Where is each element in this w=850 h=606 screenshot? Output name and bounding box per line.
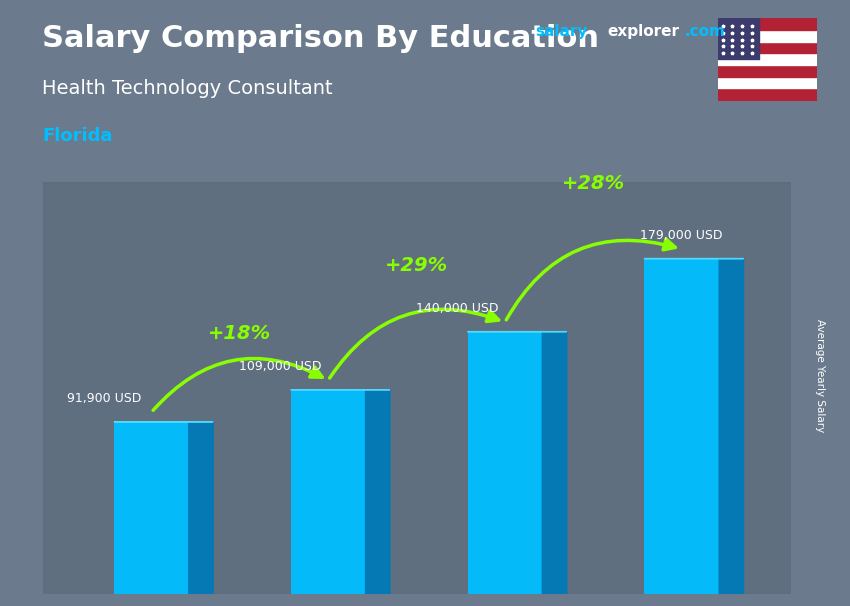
Polygon shape (189, 422, 213, 594)
FancyBboxPatch shape (644, 259, 719, 594)
Text: 179,000 USD: 179,000 USD (640, 228, 723, 242)
Text: .com: .com (684, 24, 725, 39)
FancyArrowPatch shape (507, 239, 675, 320)
Text: +28%: +28% (562, 174, 625, 193)
Polygon shape (542, 331, 567, 594)
Text: explorer: explorer (608, 24, 680, 39)
Text: Florida: Florida (42, 127, 113, 145)
FancyBboxPatch shape (114, 422, 189, 594)
Text: salary: salary (536, 24, 588, 39)
Text: Health Technology Consultant: Health Technology Consultant (42, 79, 333, 98)
Polygon shape (366, 390, 390, 594)
Polygon shape (719, 259, 744, 594)
Text: 109,000 USD: 109,000 USD (239, 360, 322, 373)
Text: Salary Comparison By Education: Salary Comparison By Education (42, 24, 599, 53)
FancyArrowPatch shape (330, 309, 499, 378)
Text: Average Yearly Salary: Average Yearly Salary (815, 319, 825, 432)
FancyArrowPatch shape (153, 359, 322, 410)
FancyBboxPatch shape (291, 390, 366, 594)
Text: 140,000 USD: 140,000 USD (416, 302, 499, 315)
Text: 91,900 USD: 91,900 USD (66, 392, 141, 405)
FancyBboxPatch shape (468, 331, 542, 594)
Text: +29%: +29% (385, 256, 448, 276)
Text: +18%: +18% (208, 324, 271, 343)
